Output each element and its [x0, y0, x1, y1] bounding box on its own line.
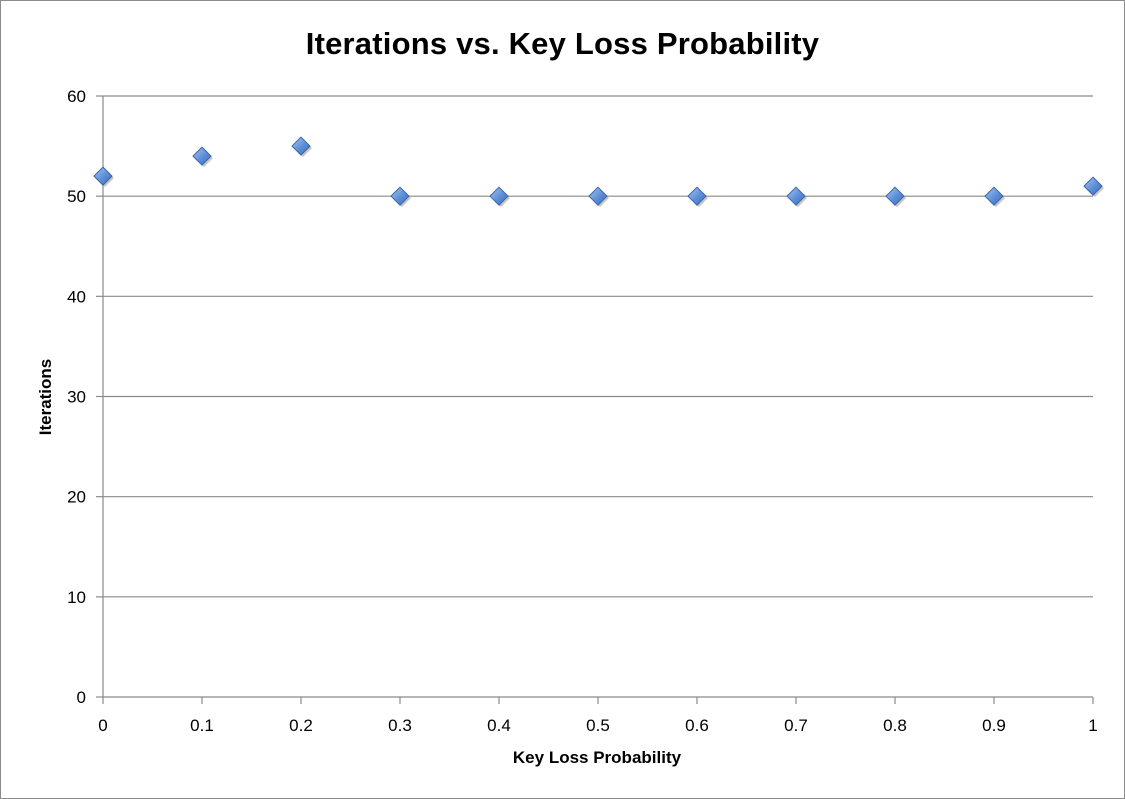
x-tick-label: 1	[1088, 716, 1097, 735]
gridlines	[103, 95, 1093, 598]
y-tick-label: 60	[67, 87, 86, 106]
y-tick-label: 30	[67, 388, 86, 407]
y-tick-label: 10	[67, 588, 86, 607]
x-tick-label: 0.7	[784, 716, 808, 735]
data-point	[489, 186, 509, 206]
x-tick-label: 0.5	[586, 716, 610, 735]
y-tick-labels: 0 10 20 30 40 50 60	[67, 87, 86, 707]
x-axis-label: Key Loss Probability	[513, 748, 682, 767]
data-points	[93, 136, 1104, 208]
x-tick-label: 0.2	[289, 716, 313, 735]
x-tick-label: 0.8	[883, 716, 907, 735]
x-tick-labels: 0 0.1 0.2 0.3 0.4 0.5 0.6 0.7 0.8 0.9 1	[98, 716, 1097, 735]
y-tick-label: 50	[67, 187, 86, 206]
data-point	[93, 166, 113, 186]
data-point	[1083, 176, 1103, 196]
data-point	[786, 186, 806, 206]
x-tick-label: 0.6	[685, 716, 709, 735]
data-point	[885, 186, 905, 206]
data-point	[291, 136, 311, 156]
y-tick-label: 0	[77, 688, 86, 707]
y-tick-label: 40	[67, 287, 86, 306]
data-point	[687, 186, 707, 206]
x-tick-label: 0.4	[487, 716, 511, 735]
data-point	[390, 186, 410, 206]
x-tick-label: 0.9	[982, 716, 1006, 735]
axes	[96, 95, 1094, 704]
x-tick-label: 0.1	[190, 716, 214, 735]
data-point	[192, 146, 212, 166]
data-point	[588, 186, 608, 206]
x-tick-label: 0	[98, 716, 107, 735]
y-axis-label: Iterations	[36, 359, 55, 436]
y-tick-label: 20	[67, 488, 86, 507]
x-tick-label: 0.3	[388, 716, 412, 735]
chart-title: Iterations vs. Key Loss Probability	[305, 26, 820, 61]
data-point	[984, 186, 1004, 206]
